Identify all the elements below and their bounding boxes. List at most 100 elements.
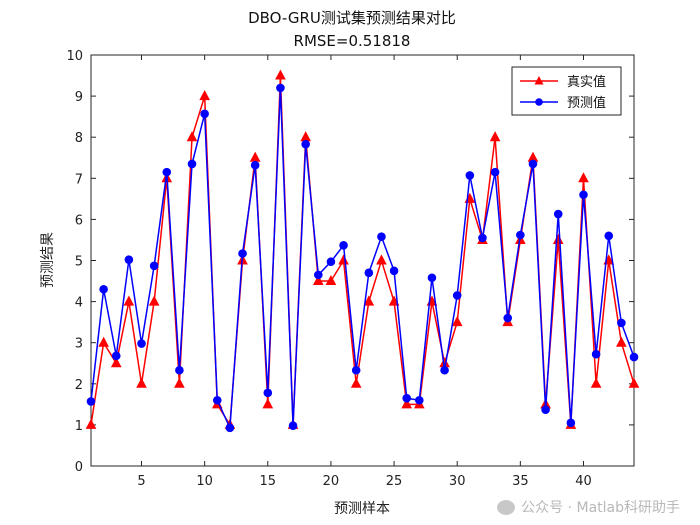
y-tick-label: 10 [66,49,83,64]
series-1-point [489,131,501,142]
series-2-point [566,418,576,428]
series-1-point [186,131,198,142]
series-2-point [124,255,134,264]
legend-marker-1 [534,76,544,85]
series-1-point [312,274,324,286]
series-2-point [200,109,209,119]
chart-title: DBO-GRU测试集预测结果对比 [248,9,456,27]
series-1-point [350,377,362,388]
series-1-point [123,295,135,306]
series-2-point [402,393,411,403]
series-2-point [212,395,222,405]
series-2-point [314,270,323,280]
series-1-point [98,336,109,347]
legend-box [511,66,622,116]
legend-label-2: 预测值 [567,95,606,111]
x-tick-label: 40 [575,474,592,489]
series-2-point [516,230,525,240]
series-2-point [377,232,386,241]
series-1-point [401,398,413,409]
legend-marker-2 [535,98,543,106]
series-2-point [541,405,550,414]
x-tick-label: 5 [137,474,145,489]
series-1-point [136,377,147,388]
series-2-point [175,365,184,375]
series-1-point [363,295,375,306]
y-tick-label: 9 [75,90,83,105]
x-tick-label: 15 [260,474,277,489]
legend-label-1: 真实值 [567,74,606,90]
series-2-point [427,273,437,283]
series-2-point [86,397,96,406]
x-axis-label: 预测样本 [334,501,390,517]
x-tick-label: 30 [449,474,466,489]
y-tick-label: 5 [75,255,83,270]
series-1-point [325,274,337,286]
chart-subtitle: RMSE=0.51818 [294,32,411,50]
series-1-point [174,377,185,388]
series-2-point [301,139,310,149]
y-tick-label: 6 [75,213,83,228]
series-1-point [110,357,122,368]
y-tick-label: 2 [75,378,83,393]
series-2-point [225,423,235,433]
series-line-2 [90,87,635,429]
series-2-point [452,291,462,300]
y-tick-label: 0 [75,460,83,475]
series-2-point [478,233,487,243]
series-2-point [111,351,121,361]
x-tick-label: 20 [323,474,340,489]
x-tick-label: 10 [196,474,213,489]
y-tick-label: 8 [75,131,83,146]
series-2-point [503,313,513,323]
series-1-point [262,398,274,409]
series-2-point [187,159,197,169]
series-2-point [465,171,475,180]
series-1-point [199,90,210,101]
series-1-point [85,418,97,429]
series-2-point [528,159,538,169]
series-1-point [590,377,602,388]
series-2-point [604,231,614,241]
y-axis-label: 预测结果 [40,232,56,288]
series-2-point [326,257,336,267]
series-2-point [364,268,374,278]
series-2-point [553,209,563,219]
series-2-point [440,365,449,375]
x-tick-label: 35 [512,474,529,489]
series-1-point [451,316,463,327]
series-2-point [162,167,172,177]
series-2-point [238,249,247,258]
y-tick-label: 1 [75,419,83,434]
series-1-point [148,295,160,306]
series-2-point [288,421,298,431]
series-2-point [351,365,361,375]
y-tick-label: 3 [75,337,83,352]
series-2-point [339,240,348,250]
series-2-point [617,318,626,328]
series-2-point [137,339,146,348]
plot-area [90,54,635,467]
series-2-point [99,284,108,294]
series-2-point [389,266,399,276]
series-2-point [490,167,500,177]
series-2-point [263,388,273,398]
series-2-point [591,349,601,359]
watermark: 公众号 · Matlab科研助手 [497,497,680,517]
series-1-point [628,377,640,388]
series-2-point [629,352,639,362]
series-2-point [250,160,260,170]
series-1-point [616,336,627,347]
series-2-point [149,261,159,271]
series-1-point [376,254,387,265]
y-tick-label: 7 [75,172,83,187]
y-tick-label: 4 [75,296,83,311]
wechat-icon [497,499,516,515]
series-2-point [276,83,285,93]
series-1-point [275,69,286,80]
series-1-point [578,172,589,183]
watermark-text: 公众号 · Matlab科研助手 [521,500,680,516]
x-tick-label: 25 [386,474,403,489]
series-2-point [415,395,424,405]
